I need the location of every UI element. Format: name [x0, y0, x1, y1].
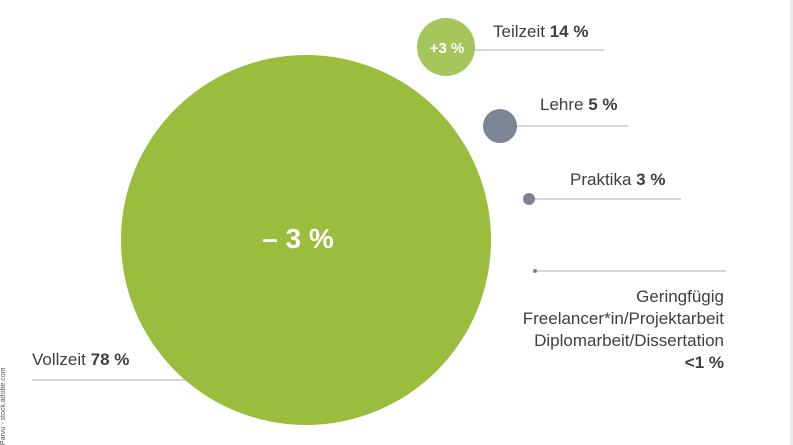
vollzeit-label: Vollzeit 78 %	[32, 350, 129, 370]
lehre-label: Lehre 5 %	[540, 95, 618, 115]
bubble-lehre	[483, 109, 517, 143]
vollzeit-change-label: – 3 %	[262, 223, 334, 254]
other-label: Geringfügig Freelancer*in/Projektarbeit …	[523, 286, 724, 374]
other-line-1: Geringfügig	[636, 287, 724, 306]
lehre-value: 5 %	[588, 95, 618, 114]
bubble-teilzeit	[417, 18, 475, 76]
teilzeit-name: Teilzeit	[493, 22, 545, 41]
teilzeit-label: Teilzeit 14 %	[493, 22, 588, 42]
teilzeit-value: 14 %	[549, 22, 589, 41]
praktika-name: Praktika	[570, 170, 632, 189]
other-line-2: Freelancer*in/Projektarbeit	[522, 309, 724, 328]
other-value: <1 %	[684, 353, 724, 372]
teilzeit-change-label: +3 %	[430, 40, 465, 57]
vollzeit-value: 78 %	[90, 350, 130, 369]
bubble-other	[533, 269, 537, 273]
praktika-value: 3 %	[636, 170, 666, 189]
right-border	[790, 0, 793, 445]
lehre-name: Lehre	[540, 95, 584, 114]
other-line-3: Diplomarbeit/Dissertation	[534, 331, 724, 350]
praktika-label: Praktika 3 %	[570, 170, 665, 190]
bubble-praktika	[523, 193, 535, 205]
bubble-vollzeit	[121, 55, 491, 425]
vollzeit-name: Vollzeit	[32, 350, 86, 369]
image-credit: Parvu - stock.adobe.com	[0, 367, 7, 445]
